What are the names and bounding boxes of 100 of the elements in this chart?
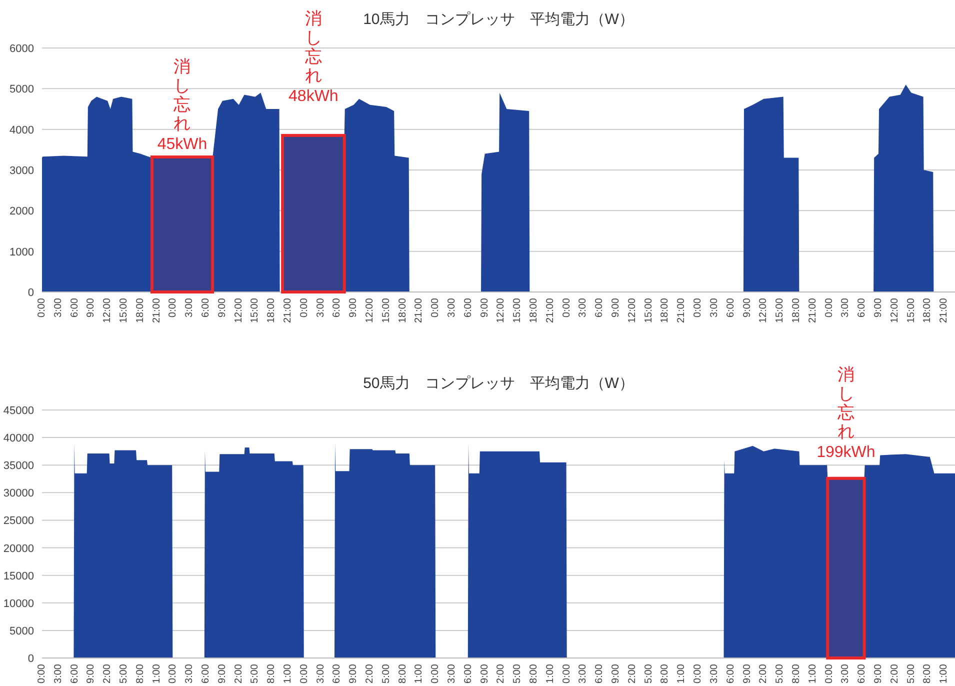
x-tick-label: 9:00 [348,664,360,684]
x-tick-label: 6:00 [462,664,474,684]
x-tick-label: 6:00 [332,298,343,318]
x-tick-label: 6:00 [725,664,736,684]
x-tick-label: 12:00 [102,298,114,324]
annotation: 消し忘れ [837,365,854,442]
y-tick-label: 10000 [3,598,34,610]
x-tick-label: 0:00 [430,664,442,684]
y-tick-label: 4000 [10,124,34,136]
x-tick-label: 21:00 [151,298,162,324]
y-tick-label: 35000 [3,460,34,472]
x-tick-label: 3:00 [840,664,852,684]
x-tick-label: 5:00 [118,664,130,684]
x-tick-label: 5:00 [250,664,261,684]
x-tick-label: 2:00 [496,664,507,684]
y-tick-label: 25000 [3,515,34,528]
x-tick-label: 2:00 [364,664,376,684]
y-tick-label: 5000 [10,84,34,96]
x-tick-label: 12:00 [364,298,376,324]
x-tick-label: 1:00 [676,664,688,684]
x-tick-label: 18:00 [528,298,540,324]
x-tick-label: 18:00 [266,298,278,324]
annotation: 消し忘れ [304,9,322,85]
x-tick-label: 0:00 [36,298,48,318]
x-tick-label: 15:00 [380,298,392,324]
x-tick-label: 15:00 [906,298,917,324]
x-tick-label: 18:00 [134,298,146,324]
x-tick-label: 9:00 [872,298,884,318]
x-tick-label: 1:00 [938,664,950,684]
x-tick-label: 5:00 [643,664,654,684]
x-tick-label: 9:00 [742,664,753,684]
x-tick-label: 6:00 [200,664,212,684]
x-tick-label: 2:00 [758,664,770,684]
x-tick-label: 1:00 [282,664,294,684]
x-tick-label: 8:00 [134,664,146,684]
x-tick-label: 1:00 [414,664,425,684]
x-tick-label: 5:00 [380,664,392,684]
x-tick-label: 12:00 [496,298,507,324]
x-tick-label: 12:00 [626,298,638,324]
x-tick-label: 6:00 [332,664,343,684]
y-tick-label: 0 [28,653,34,665]
x-tick-label: 0:00 [168,664,179,684]
x-tick-label: 6:00 [69,298,80,318]
x-tick-label: 3:00 [315,664,326,684]
x-tick-label: 0:00 [298,664,310,684]
y-tick-label: 6000 [10,43,34,55]
y-tick-label: 0 [28,287,34,299]
x-tick-label: 9:00 [86,298,97,318]
band-label: 48kWh [288,88,338,105]
x-tick-label: 3:00 [708,298,720,318]
x-tick-label: 15:00 [643,298,654,324]
x-tick-label: 21:00 [807,298,818,324]
x-tick-label: 21:00 [938,298,950,324]
x-tick-label: 15:00 [250,298,261,324]
y-tick-label: 40000 [3,432,34,445]
x-tick-label: 0:00 [36,664,48,684]
x-tick-label: 12:00 [758,298,770,324]
x-tick-label: 6:00 [200,298,212,318]
x-tick-label: 1:00 [151,664,162,684]
x-tick-label: 15:00 [774,298,786,324]
x-tick-label: 2:00 [102,664,114,684]
x-tick-label: 3:00 [184,664,196,684]
x-tick-label: 2:00 [233,664,244,684]
y-tick-label: 15000 [3,570,34,582]
x-tick-label: 5:00 [774,664,786,684]
x-tick-label: 8:00 [660,664,671,684]
x-tick-label: 6:00 [594,298,606,318]
x-tick-label: 6:00 [69,664,80,684]
y-tick-label: 30000 [3,488,34,500]
x-tick-label: 6:00 [462,298,474,318]
y-tick-label: 1000 [10,246,34,258]
x-tick-label: 3:00 [446,298,458,318]
x-tick-label: 21:00 [282,298,294,324]
x-tick-label: 12:00 [233,298,244,324]
x-tick-label: 0:00 [824,298,835,318]
x-tick-label: 9:00 [86,664,97,684]
x-tick-label: 12:00 [889,298,900,324]
x-tick-label: 8:00 [266,664,278,684]
x-tick-label: 21:00 [414,298,425,324]
x-tick-label: 5:00 [512,664,524,684]
x-tick-label: 0:00 [561,664,572,684]
x-tick-label: 6:00 [725,298,736,318]
x-tick-label: 9:00 [479,664,490,684]
x-tick-label: 21:00 [676,298,688,324]
x-tick-label: 0:00 [298,298,310,318]
annotation: 消し忘れ [174,56,191,133]
y-tick-label: 3000 [10,165,34,177]
x-tick-label: 1:00 [807,664,818,684]
x-tick-label: 3:00 [52,298,64,318]
x-tick-label: 3:00 [578,664,589,684]
x-tick-label: 9:00 [479,298,490,318]
x-tick-label: 8:00 [922,664,934,684]
x-tick-label: 0:00 [430,298,442,318]
x-tick-label: 0:00 [561,298,572,318]
x-tick-label: 8:00 [397,664,408,684]
x-tick-label: 18:00 [922,298,934,324]
x-tick-label: 6:00 [856,298,868,318]
x-tick-label: 9:00 [610,298,622,318]
x-tick-label: 9:00 [610,664,622,684]
x-tick-label: 15:00 [118,298,130,324]
